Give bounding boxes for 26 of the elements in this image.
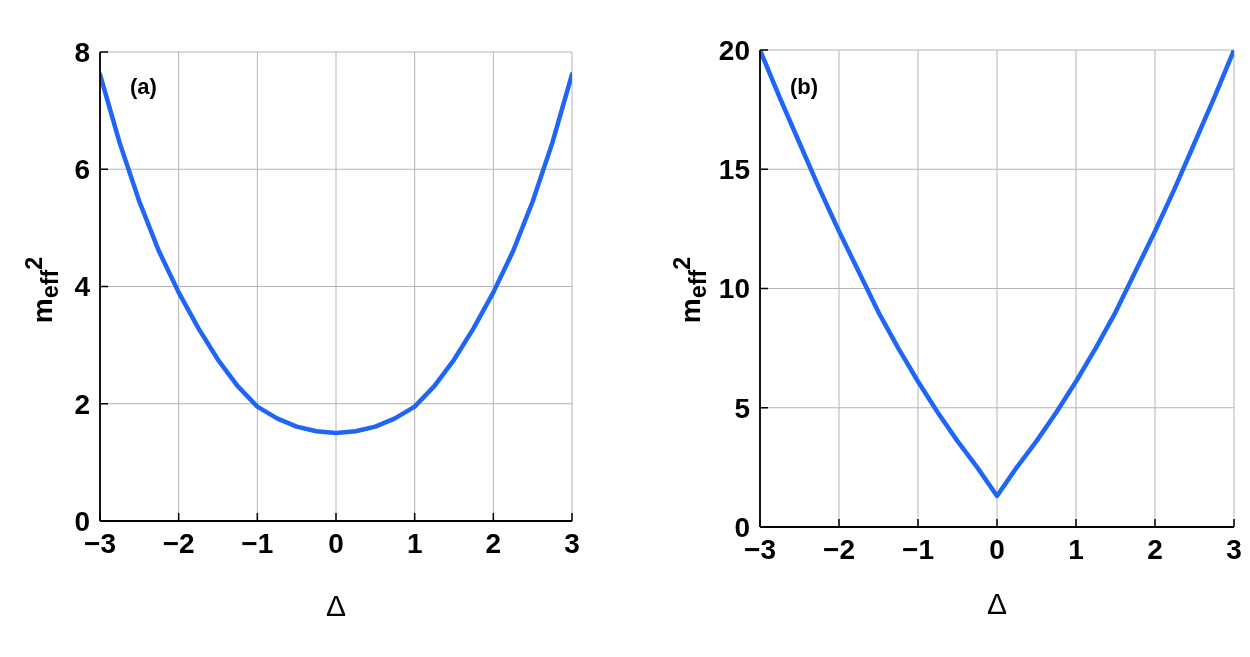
x-tick-label: −2 bbox=[823, 533, 855, 565]
line-series bbox=[100, 72, 572, 436]
x-tick-label: −2 bbox=[162, 527, 195, 559]
x-tick-label: 2 bbox=[485, 527, 502, 559]
x-tick-label: 1 bbox=[406, 527, 423, 559]
y-tick-label: 6 bbox=[74, 154, 90, 186]
y-tick-label: 5 bbox=[734, 392, 750, 424]
x-axis-title: Δ bbox=[325, 589, 347, 623]
y-tick-label: 0 bbox=[74, 505, 90, 537]
y-tick-label: 4 bbox=[74, 271, 91, 303]
x-tick-label: 1 bbox=[1068, 533, 1084, 565]
x-axis-title: Δ bbox=[986, 587, 1008, 621]
x-tick-label: 2 bbox=[1147, 533, 1163, 565]
x-tick-label: 3 bbox=[1226, 533, 1242, 565]
y-tick-label: 10 bbox=[718, 273, 750, 305]
y-tick-label: 15 bbox=[718, 154, 750, 186]
x-tick-label: 3 bbox=[564, 527, 580, 559]
annotation: (b) bbox=[790, 74, 819, 100]
x-tick-label: 0 bbox=[989, 533, 1005, 565]
x-tick-label: −1 bbox=[902, 533, 934, 565]
x-tick-label: −1 bbox=[241, 527, 274, 559]
x-tick-label: 0 bbox=[328, 527, 344, 559]
y-tick-label: 20 bbox=[718, 34, 750, 66]
annotation: (a) bbox=[130, 74, 157, 100]
y-tick-label: 8 bbox=[74, 36, 90, 68]
y-tick-label: 2 bbox=[74, 388, 90, 420]
